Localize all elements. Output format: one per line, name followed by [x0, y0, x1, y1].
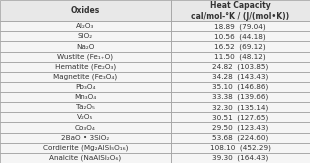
Text: 108.10  (452.29): 108.10 (452.29): [210, 145, 271, 151]
Text: Wustite (Fe₁₊O): Wustite (Fe₁₊O): [57, 53, 113, 60]
Bar: [0, 122, 170, 133]
Text: 16.52  (69.12): 16.52 (69.12): [215, 43, 266, 50]
Bar: [0, 153, 170, 163]
Text: 10.56  (44.18): 10.56 (44.18): [215, 33, 266, 40]
Bar: [170, 41, 310, 52]
Text: Pb₃O₄: Pb₃O₄: [75, 84, 95, 90]
Text: 11.50  (48.12): 11.50 (48.12): [215, 53, 266, 60]
Bar: [170, 122, 310, 133]
Bar: [170, 102, 310, 112]
Text: Heat Capacity
cal/mol-°K / (J/(mol•K)): Heat Capacity cal/mol-°K / (J/(mol•K)): [191, 0, 289, 21]
Bar: [0, 31, 170, 41]
Bar: [0, 0, 170, 21]
Bar: [170, 82, 310, 92]
Text: 35.10  (146.86): 35.10 (146.86): [212, 84, 268, 90]
Text: 39.30  (164.43): 39.30 (164.43): [212, 155, 268, 161]
Text: 32.30  (135.14): 32.30 (135.14): [212, 104, 268, 111]
Text: 34.28  (143.43): 34.28 (143.43): [212, 74, 268, 80]
Text: Hematite (Fe₂O₃): Hematite (Fe₂O₃): [55, 64, 116, 70]
Bar: [0, 21, 170, 31]
Bar: [0, 133, 170, 143]
Text: V₂O₅: V₂O₅: [77, 114, 93, 120]
Bar: [0, 62, 170, 72]
Bar: [0, 41, 170, 52]
Bar: [0, 102, 170, 112]
Bar: [170, 133, 310, 143]
Text: 2BaO • 3SiO₂: 2BaO • 3SiO₂: [61, 135, 109, 141]
Bar: [0, 92, 170, 102]
Text: 30.51  (127.65): 30.51 (127.65): [212, 114, 268, 121]
Text: Oxides: Oxides: [71, 6, 100, 15]
Text: Magnetite (Fe₃O₄): Magnetite (Fe₃O₄): [53, 74, 117, 80]
Text: Na₂O: Na₂O: [76, 44, 95, 50]
Text: SiO₂: SiO₂: [78, 33, 93, 39]
Text: Mn₃O₄: Mn₃O₄: [74, 94, 96, 100]
Text: 33.38  (139.66): 33.38 (139.66): [212, 94, 268, 100]
Bar: [0, 112, 170, 122]
Bar: [0, 52, 170, 62]
Text: Analcite (NaAlSi₂O₆): Analcite (NaAlSi₂O₆): [49, 155, 121, 161]
Bar: [170, 143, 310, 153]
Bar: [170, 153, 310, 163]
Bar: [170, 52, 310, 62]
Text: Al₂O₃: Al₂O₃: [76, 23, 95, 29]
Bar: [170, 0, 310, 21]
Bar: [0, 72, 170, 82]
Bar: [170, 112, 310, 122]
Text: 53.68  (224.60): 53.68 (224.60): [212, 134, 268, 141]
Bar: [170, 72, 310, 82]
Bar: [170, 62, 310, 72]
Bar: [170, 21, 310, 31]
Bar: [0, 143, 170, 153]
Text: 18.89  (79.04): 18.89 (79.04): [215, 23, 266, 30]
Text: 29.50  (123.43): 29.50 (123.43): [212, 124, 268, 131]
Bar: [170, 31, 310, 41]
Text: Ta₂O₅: Ta₂O₅: [76, 104, 95, 110]
Text: Cordierite (Mg₂AlSi₅O₁₆): Cordierite (Mg₂AlSi₅O₁₆): [42, 145, 128, 151]
Text: 24.82  (103.85): 24.82 (103.85): [212, 64, 268, 70]
Bar: [0, 82, 170, 92]
Text: Co₃O₄: Co₃O₄: [75, 125, 96, 131]
Bar: [170, 92, 310, 102]
